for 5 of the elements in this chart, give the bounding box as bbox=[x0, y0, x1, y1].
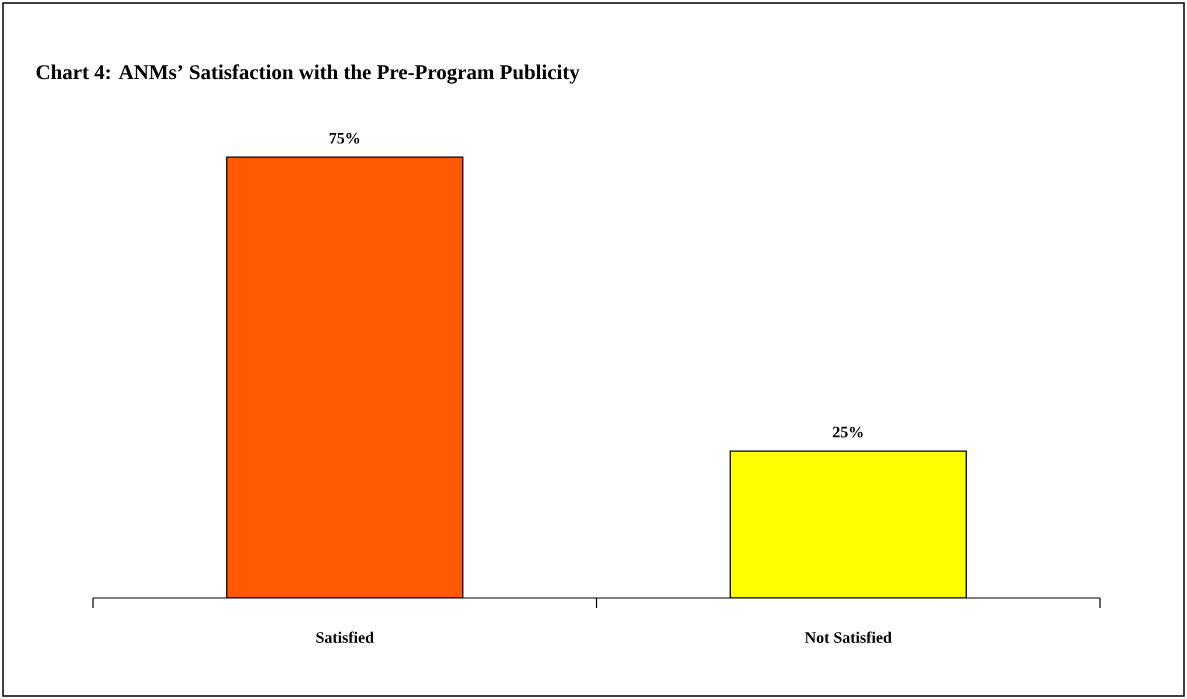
data-label: 75% bbox=[329, 132, 360, 144]
data-label: 25% bbox=[832, 426, 863, 438]
chart-title: Chart 4: ANMs’ Satisfaction with the Pre-Program Publicity bbox=[36, 64, 580, 84]
x-tick-label: Satisfied bbox=[316, 631, 374, 643]
x-tick-label: Not Satisfied bbox=[804, 631, 892, 643]
